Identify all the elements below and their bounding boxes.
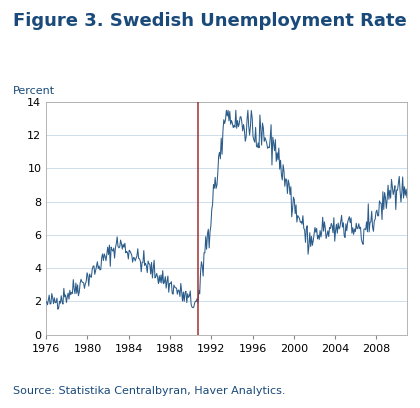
Text: Source: Statistika Centralbyran, Haver Analytics.: Source: Statistika Centralbyran, Haver A… bbox=[13, 386, 285, 396]
Text: Percent: Percent bbox=[13, 86, 55, 96]
Text: Figure 3. Swedish Unemployment Rate: Figure 3. Swedish Unemployment Rate bbox=[13, 12, 407, 30]
